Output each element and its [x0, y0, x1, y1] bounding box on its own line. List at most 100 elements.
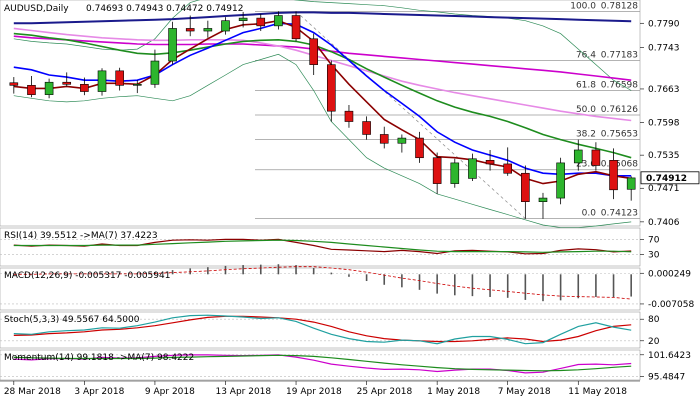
macd-tick-label: 0.000249 [648, 269, 691, 279]
candle-body [327, 64, 336, 112]
fib-value-label: 0.76598 [601, 81, 638, 91]
price-pane: 100.0 0.78128 76.4 0.77183 61.8 0.76598 50.0 0.… [0, 0, 700, 228]
macd-series-line [13, 266, 632, 300]
candle-body [344, 110, 354, 122]
pink-ma-line [13, 27, 632, 122]
candle-body [485, 160, 495, 165]
bollinger-lower [13, 53, 632, 228]
candle-body [397, 137, 407, 144]
candle-body [115, 70, 124, 86]
candle-body [203, 28, 213, 32]
ohlc-readout: 0.74693 0.74943 0.74472 0.74912 [86, 4, 243, 14]
candle-body [80, 83, 89, 92]
fib-value-label: 0.75068 [601, 160, 638, 170]
candle-body [256, 17, 266, 27]
fib-level-label: 76.4 [576, 50, 596, 60]
stoch-pane: 80 20 Stoch(5,3,3) 49.5567 64.5000 [0, 311, 660, 349]
candle-body [291, 15, 301, 40]
candle-body [379, 134, 389, 144]
candle-body [556, 162, 565, 199]
momentum-tick-label: 101.6423 [648, 351, 691, 361]
rsi-pane: 70 30 RSI(14) 39.5512 ->MA(7) 37.4223 [0, 227, 660, 267]
x-tick-label: 13 Apr 2018 [215, 387, 271, 397]
candle-body [432, 157, 442, 184]
rsi-tick-label: 70 [648, 235, 660, 245]
macd-title: MACD(12,26,9) -0.005317 -0.005941 [4, 271, 170, 281]
rsi-title: RSI(14) 39.5512 ->MA(7) 37.4223 [4, 231, 158, 241]
price-tick-label: 0.7743 [648, 44, 680, 54]
indicator-panes: 70 30 RSI(14) 39.5512 ->MA(7) 37.4223 0.000… [0, 227, 694, 383]
magenta-ma-line [13, 35, 632, 81]
momentum-title: Momentum(14) 99.1818 ->MA(7) 98.4222 [4, 353, 194, 363]
candle-body [150, 60, 160, 85]
fib-value-label: 0.75653 [601, 129, 638, 139]
symbol-label: AUDUSD,Daily [4, 4, 69, 14]
candle-body [362, 121, 371, 135]
candle-body [609, 160, 618, 191]
candle-body [415, 137, 424, 159]
candle-body [132, 83, 142, 86]
stoch-tick-label: 80 [648, 315, 660, 325]
navy-ma-line [13, 11, 632, 25]
momentum-tick-label: 95.4847 [648, 373, 685, 383]
stoch-title: Stoch(5,3,3) 49.5567 64.5000 [4, 315, 140, 325]
stoch-tick-label: 20 [648, 337, 660, 347]
candle-body [44, 81, 54, 95]
price-tick-label: 0.7406 [648, 218, 680, 228]
momentum-pane: 101.6423 95.4847 Momentum(14) 99.1818 ->MA… [0, 349, 691, 383]
price-pane-frame [0, 0, 641, 227]
x-tick-label: 19 Apr 2018 [286, 387, 342, 397]
candle-body [538, 197, 548, 202]
candle-body [521, 172, 530, 202]
x-tick-label: 25 Apr 2018 [357, 387, 413, 397]
x-axis: 28 Mar 2018 3 Apr 2018 9 Apr 2018 13 Apr 20… [0, 380, 640, 397]
candle-body [450, 162, 460, 184]
macd-frame [0, 267, 641, 311]
current-price-label: 0.74912 [646, 174, 687, 184]
fib-value-label: 0.74123 [601, 209, 638, 219]
candle-body [62, 81, 72, 85]
candle-body [468, 158, 477, 179]
fib-level-label: 61.8 [576, 81, 596, 91]
fib-value-label: 0.77183 [601, 50, 638, 60]
candle-body [9, 82, 19, 86]
rsi-tick-label: 30 [648, 251, 660, 261]
fib-level-label: 23.6 [576, 160, 596, 170]
candle-body [168, 28, 177, 62]
fib-level-label: 38.2 [576, 129, 596, 139]
fib-level-label: 50.0 [576, 105, 596, 115]
candle-body [503, 163, 513, 174]
stoch-series-line [13, 314, 632, 345]
fib-value-label: 0.78128 [601, 1, 638, 11]
x-tick-label: 1 May 2018 [427, 387, 480, 397]
candle-body [185, 28, 195, 32]
momentum-series-line [13, 354, 632, 372]
stoch-series-line [13, 315, 632, 343]
macd-pane: 0.000249 -0.007058 MACD(12,26,9) -0.005317… [0, 264, 694, 311]
price-tick-label: 0.7535 [648, 151, 680, 161]
candle-body [591, 149, 601, 166]
green-ma-line [13, 32, 632, 159]
x-tick-label: 7 May 2018 [498, 387, 551, 397]
rsi-series-line [13, 239, 632, 253]
price-tick-label: 0.7663 [648, 85, 680, 95]
price-tick-label: 0.7598 [648, 119, 680, 129]
x-tick-label: 9 Apr 2018 [145, 387, 195, 397]
candle-body [573, 149, 583, 164]
candle-body [626, 177, 636, 190]
x-tick-label: 11 May 2018 [568, 387, 627, 397]
candle-body [274, 15, 283, 27]
x-tick-label: 28 Mar 2018 [4, 387, 61, 397]
fib-value-label: 0.76126 [601, 105, 638, 115]
candle-body [97, 70, 107, 92]
candle-body [238, 17, 248, 21]
fib-level-label: 100.0 [570, 1, 596, 11]
macd-tick-label: -0.007058 [648, 300, 694, 310]
candle-body [27, 85, 36, 95]
fib-level-label: 0.0 [582, 209, 597, 219]
price-tick-label: 0.7471 [648, 184, 680, 194]
candle-body [309, 38, 318, 65]
price-tick-label: 0.7790 [648, 19, 680, 29]
